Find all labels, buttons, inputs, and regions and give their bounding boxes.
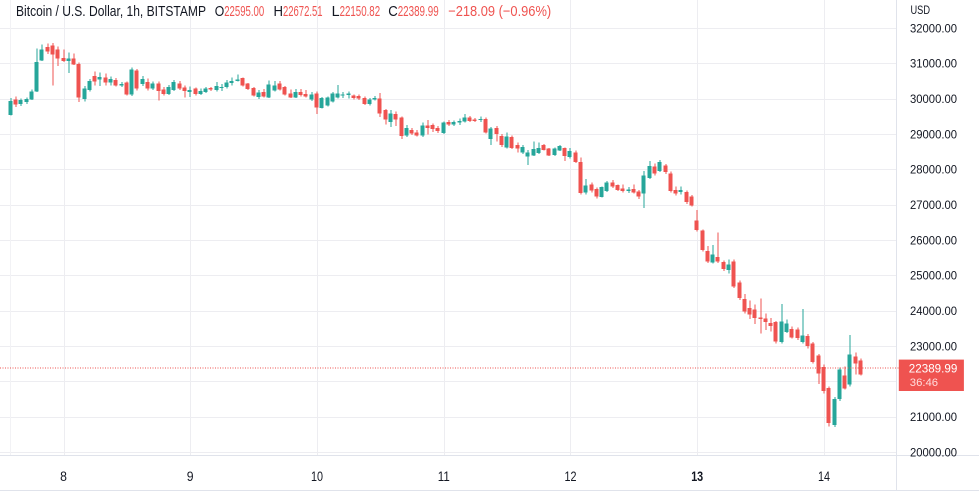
svg-text:12: 12 (565, 469, 577, 484)
svg-text:24000.00: 24000.00 (910, 304, 957, 318)
svg-text:27000.00: 27000.00 (910, 198, 957, 212)
svg-text:L22150.82: L22150.82 (332, 4, 381, 20)
svg-text:9: 9 (187, 469, 194, 484)
svg-text:8: 8 (60, 469, 67, 484)
svg-text:36:46: 36:46 (910, 377, 938, 389)
svg-text:22389.99: 22389.99 (909, 362, 958, 376)
svg-text:20000.00: 20000.00 (910, 445, 957, 459)
svg-text:14: 14 (818, 469, 830, 484)
svg-text:H22672.51: H22672.51 (274, 4, 323, 20)
svg-text:32000.00: 32000.00 (910, 21, 957, 35)
svg-text:10: 10 (311, 469, 323, 484)
svg-text:11: 11 (438, 469, 450, 484)
svg-text:30000.00: 30000.00 (910, 92, 957, 106)
svg-text:−218.09 (−0.96%): −218.09 (−0.96%) (448, 4, 551, 20)
svg-text:23000.00: 23000.00 (910, 339, 957, 353)
svg-text:USD: USD (911, 5, 931, 17)
svg-text:Bitcoin / U.S. Dollar, 1h, BIT: Bitcoin / U.S. Dollar, 1h, BITSTAMP (16, 4, 206, 20)
svg-text:29000.00: 29000.00 (910, 127, 957, 141)
svg-text:21000.00: 21000.00 (910, 410, 957, 424)
svg-text:13: 13 (691, 469, 703, 484)
svg-text:O22595.00: O22595.00 (215, 4, 265, 20)
svg-text:26000.00: 26000.00 (910, 233, 957, 247)
svg-text:C22389.99: C22389.99 (388, 4, 439, 20)
svg-text:28000.00: 28000.00 (910, 163, 957, 177)
svg-text:25000.00: 25000.00 (910, 269, 957, 283)
svg-text:31000.00: 31000.00 (910, 57, 957, 71)
